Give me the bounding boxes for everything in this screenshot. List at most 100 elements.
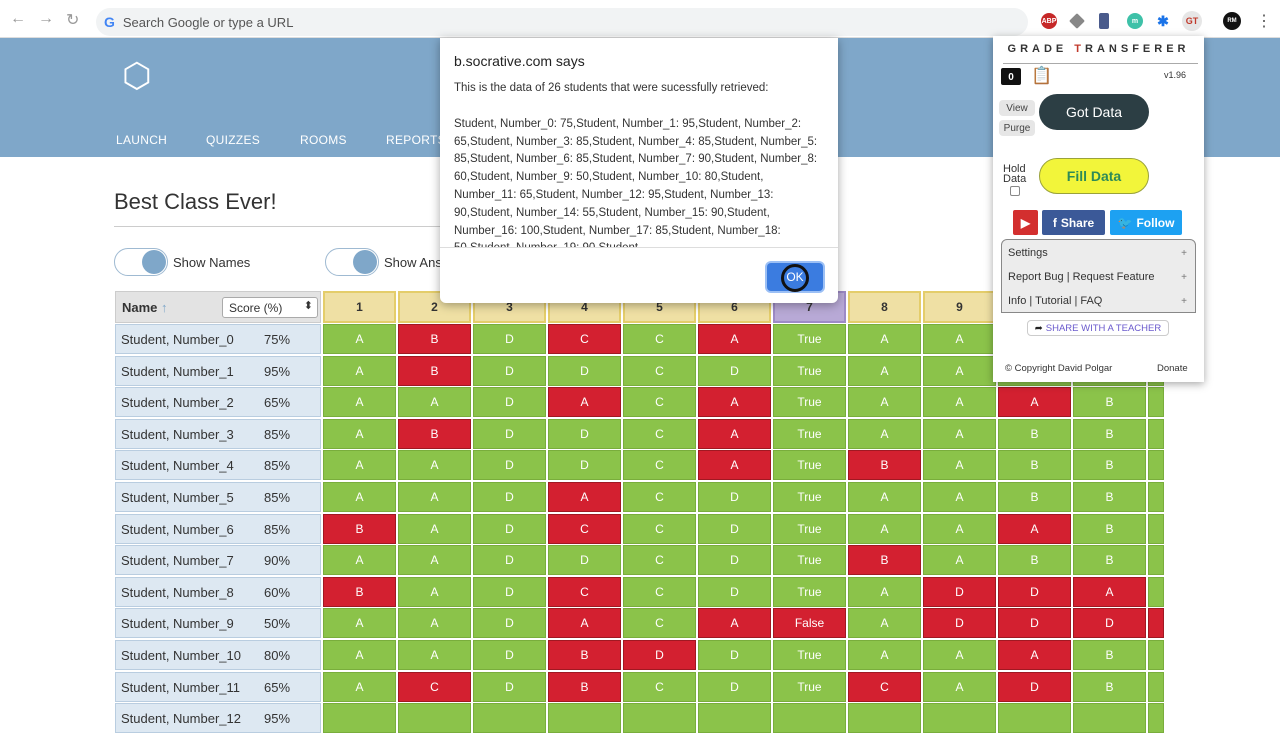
answer-cell[interactable]: D [923, 576, 996, 607]
answer-cell[interactable] [1148, 545, 1164, 576]
answer-cell[interactable]: True [773, 576, 846, 607]
accordion-info[interactable]: Info | Tutorial | FAQ [1008, 295, 1103, 307]
answer-cell[interactable] [923, 703, 996, 733]
answer-cell[interactable]: C [398, 671, 471, 702]
answer-cell[interactable]: C [623, 545, 696, 576]
answer-cell[interactable]: B [1073, 482, 1146, 512]
answer-cell[interactable] [773, 703, 846, 733]
sort-arrow-icon[interactable]: ↑ [161, 300, 168, 315]
answer-cell[interactable]: D [998, 608, 1071, 639]
answer-cell[interactable]: B [1073, 640, 1146, 670]
answer-cell[interactable]: B [398, 324, 471, 354]
answer-cell[interactable]: B [398, 418, 471, 449]
question-header-1[interactable]: 1 [323, 291, 396, 323]
accordion-report-bug[interactable]: Report Bug | Request Feature [1008, 271, 1155, 283]
answer-cell[interactable]: A [848, 576, 921, 607]
student-row[interactable]: Student, Number_9 50% [115, 608, 321, 639]
answer-cell[interactable]: A [323, 671, 396, 702]
answer-cell[interactable] [1148, 640, 1164, 670]
answer-cell[interactable]: B [323, 576, 396, 607]
answer-cell[interactable]: A [398, 482, 471, 512]
student-row[interactable]: Student, Number_0 75% [115, 324, 321, 354]
answer-cell[interactable] [323, 703, 396, 733]
answer-cell[interactable]: A [848, 482, 921, 512]
answer-cell[interactable]: B [998, 450, 1071, 481]
answer-cell[interactable]: B [998, 545, 1071, 576]
answer-cell[interactable]: C [623, 324, 696, 354]
answer-cell[interactable]: D [923, 608, 996, 639]
answer-cell[interactable]: True [773, 355, 846, 386]
dialog-message[interactable]: This is the data of 26 students that wer… [454, 80, 826, 247]
answer-cell[interactable]: C [548, 324, 621, 354]
plus-icon[interactable]: + [1181, 296, 1187, 307]
answer-cell[interactable]: D [548, 545, 621, 576]
answer-cell[interactable]: True [773, 545, 846, 576]
answer-cell[interactable]: D [548, 418, 621, 449]
answer-cell[interactable] [623, 703, 696, 733]
answer-cell[interactable]: D [548, 450, 621, 481]
answer-cell[interactable]: A [323, 482, 396, 512]
twitter-follow-button[interactable]: 🐦 Follow [1110, 210, 1182, 235]
briefcase-icon[interactable]: 0 [1001, 68, 1021, 85]
answer-cell[interactable]: A [398, 513, 471, 544]
answer-cell[interactable]: True [773, 482, 846, 512]
answer-cell[interactable]: D [698, 482, 771, 512]
answer-cell[interactable]: D [698, 671, 771, 702]
answer-cell[interactable]: A [323, 640, 396, 670]
answer-cell[interactable]: A [398, 640, 471, 670]
fill-data-button[interactable]: Fill Data [1039, 158, 1149, 194]
answer-cell[interactable]: C [623, 671, 696, 702]
accordion-settings[interactable]: Settings [1008, 247, 1048, 259]
answer-cell[interactable] [398, 703, 471, 733]
answer-cell[interactable] [473, 703, 546, 733]
answer-cell[interactable]: A [698, 418, 771, 449]
answer-cell[interactable]: B [1073, 545, 1146, 576]
answer-cell[interactable]: A [548, 387, 621, 418]
socrative-logo-icon[interactable]: ⬡ [122, 57, 152, 95]
answer-cell[interactable]: A [1073, 576, 1146, 607]
hold-data-checkbox[interactable] [1010, 186, 1020, 196]
answer-cell[interactable]: A [323, 324, 396, 354]
answer-cell[interactable] [998, 703, 1071, 733]
answer-cell[interactable]: B [548, 671, 621, 702]
answer-cell[interactable]: A [923, 355, 996, 386]
omnibox[interactable]: G Search Google or type a URL [96, 8, 1028, 36]
answer-cell[interactable]: D [473, 324, 546, 354]
answer-cell[interactable]: C [548, 576, 621, 607]
answer-cell[interactable]: A [398, 576, 471, 607]
answer-cell[interactable]: B [548, 640, 621, 670]
share-with-teacher-button[interactable]: ➦ SHARE WITH A TEACHER [1027, 320, 1169, 336]
answer-cell[interactable]: C [623, 418, 696, 449]
answer-cell[interactable]: A [398, 608, 471, 639]
answer-cell[interactable]: D [698, 513, 771, 544]
answer-cell[interactable]: A [323, 418, 396, 449]
answer-cell[interactable]: C [623, 576, 696, 607]
student-row[interactable]: Student, Number_6 85% [115, 513, 321, 544]
answer-cell[interactable]: D [998, 671, 1071, 702]
plus-icon[interactable]: + [1181, 248, 1187, 259]
answer-cell[interactable] [1148, 703, 1164, 733]
student-row[interactable]: Student, Number_7 90% [115, 545, 321, 576]
answer-cell[interactable]: A [923, 545, 996, 576]
student-row[interactable]: Student, Number_12 95% [115, 703, 321, 733]
answer-cell[interactable]: True [773, 387, 846, 418]
answer-cell[interactable] [548, 703, 621, 733]
answer-cell[interactable]: C [623, 482, 696, 512]
plus-icon[interactable]: + [1181, 272, 1187, 283]
answer-cell[interactable]: D [473, 576, 546, 607]
youtube-icon[interactable]: ▶ [1013, 210, 1038, 235]
answer-cell[interactable]: A [923, 671, 996, 702]
answer-cell[interactable]: D [698, 545, 771, 576]
answer-cell[interactable]: A [323, 545, 396, 576]
answer-cell[interactable]: A [923, 513, 996, 544]
got-data-button[interactable]: Got Data [1039, 94, 1149, 130]
answer-cell[interactable]: A [698, 608, 771, 639]
answer-cell[interactable]: D [473, 608, 546, 639]
answer-cell[interactable] [1148, 482, 1164, 512]
answer-cell[interactable]: A [548, 482, 621, 512]
puzzle-extensions-icon[interactable]: ✱ [1157, 12, 1169, 29]
answer-cell[interactable]: C [623, 355, 696, 386]
answer-cell[interactable]: D [698, 355, 771, 386]
answer-cell[interactable] [1148, 387, 1164, 418]
drive-extension-icon[interactable] [1069, 13, 1085, 29]
